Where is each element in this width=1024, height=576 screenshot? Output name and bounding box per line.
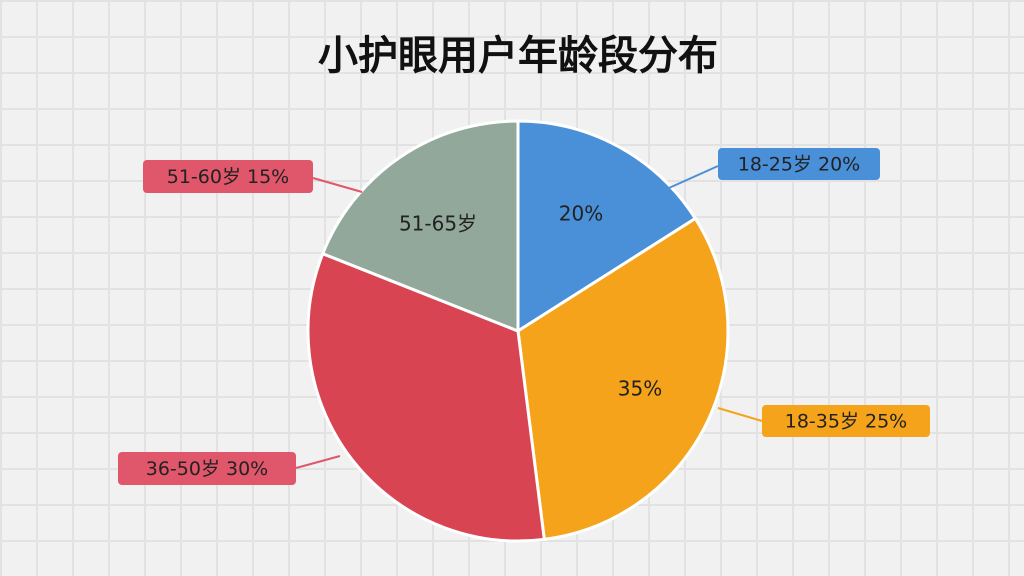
callout-line <box>659 165 719 193</box>
callout-box <box>143 160 313 193</box>
callout-line <box>295 455 341 469</box>
slice-label: 35% <box>618 377 662 401</box>
callout-box <box>762 405 930 437</box>
callout-box <box>118 452 296 485</box>
callout-line <box>717 407 763 422</box>
pie-slice <box>320 119 520 334</box>
callout-label: 36-50岁 30% <box>146 458 268 480</box>
pie-slice <box>306 251 546 543</box>
slice-label: 51-65岁 <box>399 212 477 236</box>
callout-label: 51-60岁 15% <box>167 166 289 188</box>
callout-label: 18-35岁 25% <box>785 411 907 433</box>
callout-line <box>312 177 363 193</box>
slice-label: 20% <box>559 202 603 226</box>
pie-slice <box>516 216 730 542</box>
callout-label: 18-25岁 20% <box>738 154 860 176</box>
callout-box <box>718 148 880 180</box>
chart-title: 小护眼用户年龄段分布 <box>318 33 718 79</box>
pie-slice <box>516 119 698 334</box>
